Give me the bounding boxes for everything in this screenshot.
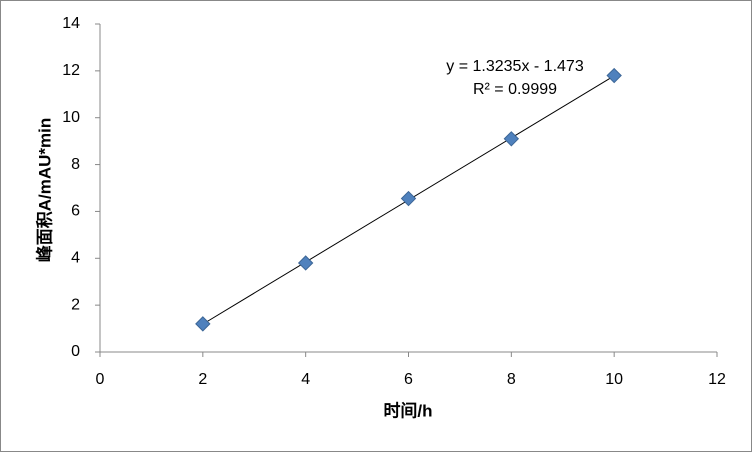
y-axis-label: 峰面积A/mAU*min xyxy=(34,118,54,263)
y-tick-label: 6 xyxy=(71,203,80,220)
x-tick-label: 10 xyxy=(605,371,623,388)
data-point xyxy=(297,255,314,271)
x-tick-label: 4 xyxy=(301,371,310,388)
y-tick-label: 14 xyxy=(62,15,80,32)
x-axis-label: 时间/h xyxy=(383,400,432,420)
equation-label: y = 1.3235x - 1.473 xyxy=(446,58,584,75)
y-tick-label: 12 xyxy=(62,62,80,79)
y-tick-label: 10 xyxy=(62,109,80,126)
data-point xyxy=(195,316,211,332)
x-tick-label: 0 xyxy=(96,371,105,388)
x-tick-label: 2 xyxy=(198,371,207,388)
x-tick-label: 12 xyxy=(708,371,726,388)
y-tick-label: 0 xyxy=(71,343,80,360)
y-tick-label: 4 xyxy=(71,250,80,267)
data-point xyxy=(400,190,417,207)
data-point xyxy=(606,67,622,84)
y-tick-label: 8 xyxy=(71,156,80,173)
r-squared-label: R² = 0.9999 xyxy=(473,81,557,98)
x-tick-label: 8 xyxy=(507,371,516,388)
x-tick-label: 6 xyxy=(404,371,413,388)
data-point xyxy=(503,131,520,147)
y-tick-label: 2 xyxy=(71,296,80,313)
